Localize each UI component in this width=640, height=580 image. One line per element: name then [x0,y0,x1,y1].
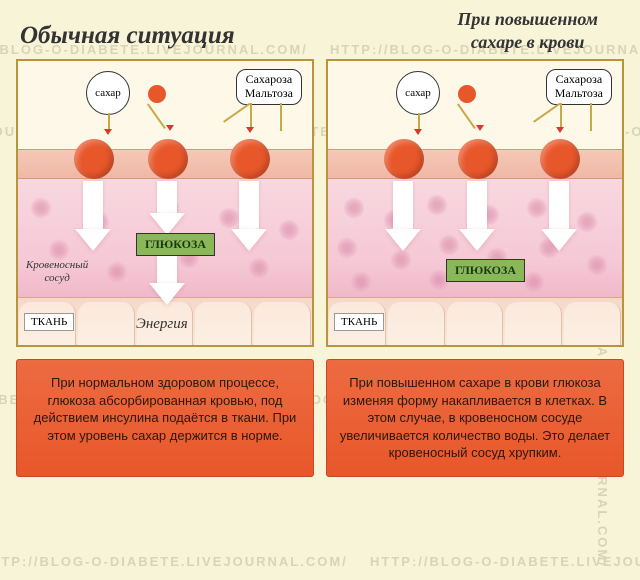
molecule-dot-icon [458,85,476,103]
sugar-label-circle: сахар [86,71,130,115]
titles-row: Обычная ситуация При повышенном сахаре в… [12,8,628,53]
panels-row: сахар Сахароза Мальтоза ГЛЮ [12,59,628,347]
sugar-text: сахар [95,87,121,99]
description-high-sugar: При повышенном сахаре в крови глюкоза из… [326,359,624,477]
panel-normal: сахар Сахароза Мальтоза ГЛЮ [16,59,314,347]
sugar-label-circle: сахар [396,71,440,115]
glucose-dot-icon [458,139,498,179]
flow-arrow-icon [234,181,264,251]
title-high-l2: сахаре в крови [471,32,585,52]
flow-arrow-icon [544,181,574,251]
sugar-text: сахар [405,87,431,99]
flow-arrow-icon [462,181,492,251]
title-normal: Обычная ситуация [12,8,235,53]
glucose-badge: ГЛЮКОЗА [136,233,215,256]
tissue-label: ТКАНЬ [334,313,384,331]
molecule-dot-icon [148,85,166,103]
glucose-dot-icon [74,139,114,179]
glucose-dot-icon [540,139,580,179]
description-normal: При нормальном здоровом процессе, глюкоз… [16,359,314,477]
glucose-dot-icon [148,139,188,179]
container: Обычная ситуация При повышенном сахаре в… [0,0,640,580]
blood-vessel-label: Кровеносный сосуд [26,259,88,284]
sucrose-maltose-label: Сахароза Мальтоза [236,69,302,105]
tissue-label: ТКАНЬ [24,313,74,331]
panel-high-sugar: сахар Сахароза Мальтоза ГЛЮКОЗА ТКАНЬ [326,59,624,347]
flow-arrow-icon [78,181,108,251]
flow-arrow-icon [152,253,182,305]
flow-arrow-icon [388,181,418,251]
title-high-sugar: При повышенном сахаре в крови [457,8,628,53]
glucose-badge: ГЛЮКОЗА [446,259,525,282]
descriptions-row: При нормальном здоровом процессе, глюкоз… [12,359,628,477]
energy-label: Энергия [136,316,188,333]
title-high-l1: При повышенном [457,9,598,29]
glucose-dot-icon [230,139,270,179]
flow-arrow-icon [152,181,182,235]
sucrose-maltose-label: Сахароза Мальтоза [546,69,612,105]
glucose-dot-icon [384,139,424,179]
